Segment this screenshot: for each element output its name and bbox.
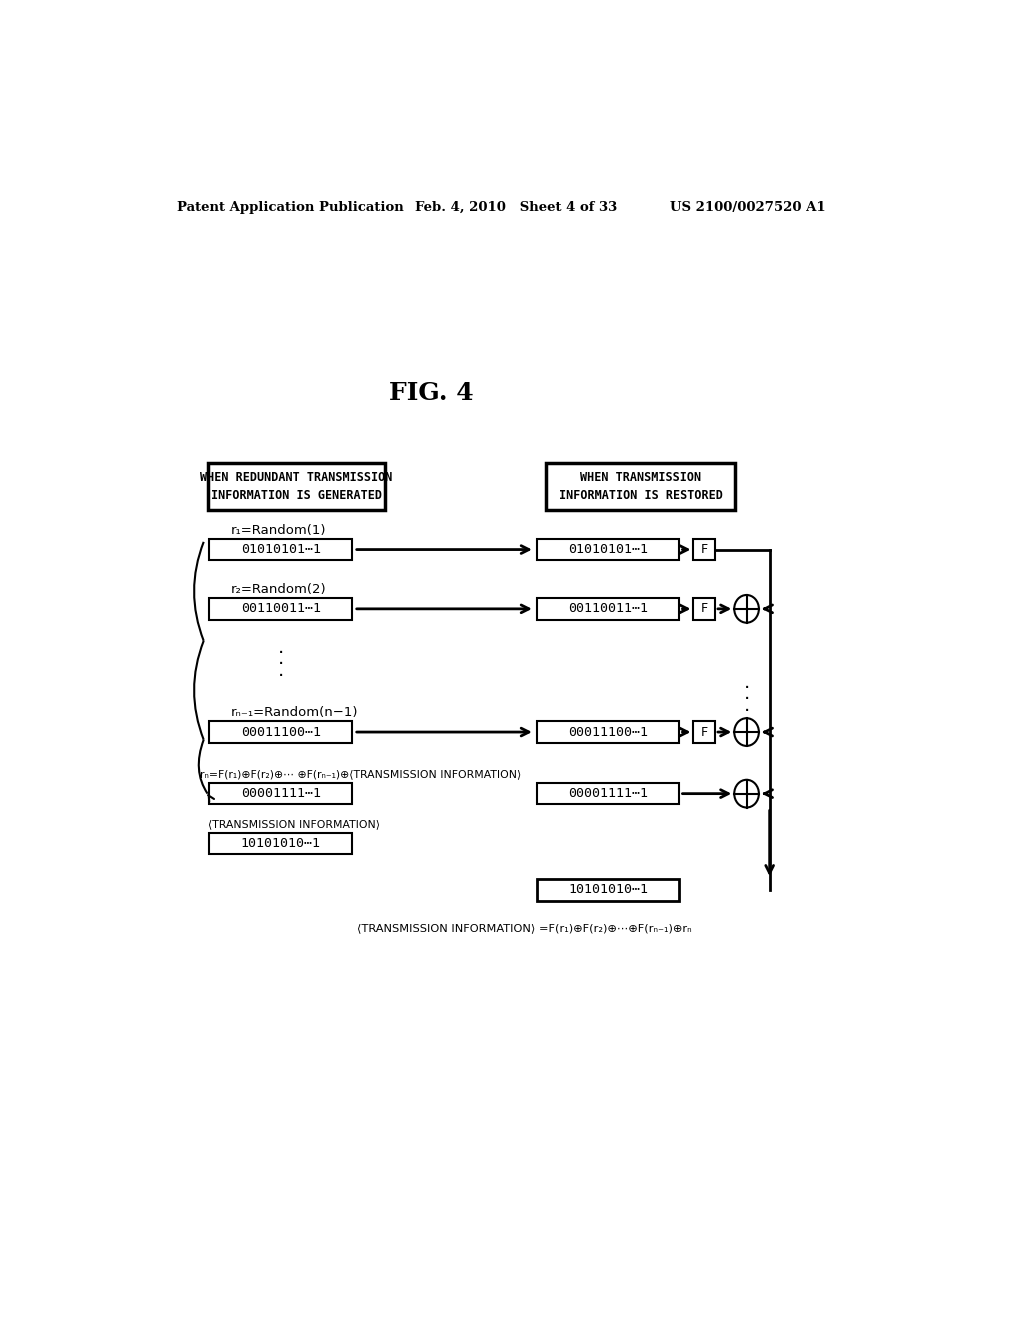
Bar xyxy=(210,783,352,804)
Text: rₙ=F(r₁)⊕F(r₂)⊕⋯ ⊕F(rₙ₋₁)⊕⟨TRANSMISSION INFORMATION⟩: rₙ=F(r₁)⊕F(r₂)⊕⋯ ⊕F(rₙ₋₁)⊕⟨TRANSMISSION … xyxy=(200,770,521,779)
Text: WHEN TRANSMISSION
INFORMATION IS RESTORED: WHEN TRANSMISSION INFORMATION IS RESTORE… xyxy=(559,471,723,502)
Text: 01010101⋯1: 01010101⋯1 xyxy=(241,543,321,556)
Text: FIG. 4: FIG. 4 xyxy=(388,381,473,405)
Text: r₂=Random(2): r₂=Random(2) xyxy=(230,583,327,597)
Text: .: . xyxy=(743,696,750,714)
Text: Feb. 4, 2010   Sheet 4 of 33: Feb. 4, 2010 Sheet 4 of 33 xyxy=(416,201,617,214)
Text: .: . xyxy=(278,661,284,680)
Text: 01010101⋯1: 01010101⋯1 xyxy=(568,543,648,556)
Text: rₙ₋₁=Random(n−1): rₙ₋₁=Random(n−1) xyxy=(230,706,358,719)
Text: .: . xyxy=(278,649,284,668)
Bar xyxy=(537,879,679,900)
Bar xyxy=(693,598,715,619)
Text: 00011100⋯1: 00011100⋯1 xyxy=(568,726,648,739)
Text: r₁=Random(1): r₁=Random(1) xyxy=(230,524,327,537)
Bar xyxy=(210,598,352,619)
Text: 00011100⋯1: 00011100⋯1 xyxy=(241,726,321,739)
Bar xyxy=(547,462,735,511)
Bar xyxy=(693,721,715,743)
Text: 00001111⋯1: 00001111⋯1 xyxy=(241,787,321,800)
Text: 00001111⋯1: 00001111⋯1 xyxy=(568,787,648,800)
Text: F: F xyxy=(700,543,708,556)
Text: 10101010⋯1: 10101010⋯1 xyxy=(568,883,648,896)
Text: .: . xyxy=(743,672,750,692)
Bar xyxy=(537,539,679,561)
Text: 00110011⋯1: 00110011⋯1 xyxy=(241,602,321,615)
Text: 00110011⋯1: 00110011⋯1 xyxy=(568,602,648,615)
Text: ⟨TRANSMISSION INFORMATION⟩: ⟨TRANSMISSION INFORMATION⟩ xyxy=(208,820,380,829)
Text: .: . xyxy=(278,638,284,657)
Bar xyxy=(210,833,352,854)
Text: 10101010⋯1: 10101010⋯1 xyxy=(241,837,321,850)
Bar xyxy=(210,539,352,561)
Text: F: F xyxy=(700,602,708,615)
Text: ⟨TRANSMISSION INFORMATION⟩ =F(r₁)⊕F(r₂)⊕⋯⊕F(rₙ₋₁)⊕rₙ: ⟨TRANSMISSION INFORMATION⟩ =F(r₁)⊕F(r₂)⊕… xyxy=(357,924,692,933)
Bar xyxy=(537,598,679,619)
Bar xyxy=(537,783,679,804)
Bar xyxy=(210,721,352,743)
Bar xyxy=(693,539,715,561)
Text: WHEN REDUNDANT TRANSMISSION
INFORMATION IS GENERATED: WHEN REDUNDANT TRANSMISSION INFORMATION … xyxy=(200,471,392,502)
Text: Patent Application Publication: Patent Application Publication xyxy=(177,201,403,214)
Text: US 2100/0027520 A1: US 2100/0027520 A1 xyxy=(670,201,825,214)
Bar xyxy=(537,721,679,743)
Text: F: F xyxy=(700,726,708,739)
Bar xyxy=(208,462,385,511)
Text: .: . xyxy=(743,684,750,704)
